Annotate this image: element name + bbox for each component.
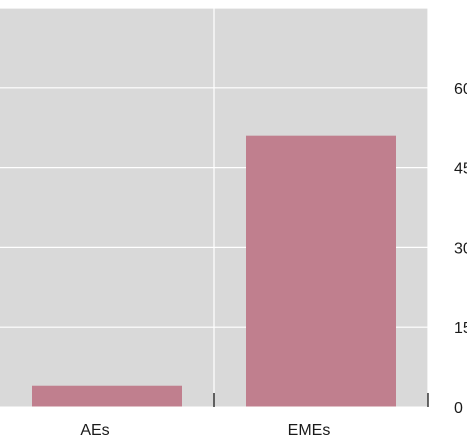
y-tick-labels: 0 15 30 45 60 bbox=[454, 81, 467, 417]
y-tick-label-60: 60 bbox=[454, 81, 467, 98]
bar-aes bbox=[32, 385, 182, 407]
x-tick-label-emes: EMEs bbox=[288, 422, 331, 439]
x-axis bbox=[0, 393, 429, 408]
y-tick-label-15: 15 bbox=[454, 320, 467, 337]
bars bbox=[32, 135, 396, 407]
gridlines bbox=[0, 7, 429, 407]
x-tick-label-aes: AEs bbox=[80, 422, 109, 439]
y-tick-label-0: 0 bbox=[454, 400, 463, 417]
y-tick-label-30: 30 bbox=[454, 240, 467, 257]
y-tick-label-45: 45 bbox=[454, 161, 467, 178]
x-tick-labels: AEs EMEs bbox=[80, 422, 330, 439]
bar-emes bbox=[246, 135, 396, 407]
